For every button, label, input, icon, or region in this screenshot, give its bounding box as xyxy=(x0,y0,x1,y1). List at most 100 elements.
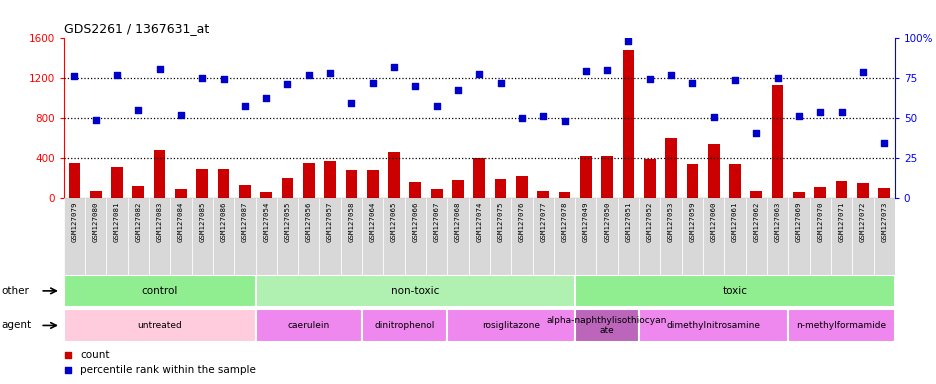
Point xyxy=(344,100,358,106)
Text: count: count xyxy=(80,350,110,360)
Text: alpha-naphthylisothiocyan
ate: alpha-naphthylisothiocyan ate xyxy=(547,316,666,335)
Point xyxy=(365,80,380,86)
Text: GSM127071: GSM127071 xyxy=(838,202,843,242)
Bar xyxy=(361,309,446,342)
Bar xyxy=(388,152,400,198)
Bar xyxy=(90,191,101,198)
Text: GSM127058: GSM127058 xyxy=(348,202,354,242)
Text: percentile rank within the sample: percentile rank within the sample xyxy=(80,366,256,376)
Bar xyxy=(154,150,166,198)
Bar xyxy=(601,156,612,198)
Text: n-methylformamide: n-methylformamide xyxy=(796,321,885,330)
Bar xyxy=(197,169,208,198)
Point xyxy=(131,107,146,113)
Bar xyxy=(404,198,426,275)
Text: GSM127076: GSM127076 xyxy=(519,202,524,242)
Text: GSM127073: GSM127073 xyxy=(880,202,886,242)
Bar xyxy=(85,198,106,275)
Text: GSM127051: GSM127051 xyxy=(625,202,631,242)
Text: GSM127077: GSM127077 xyxy=(540,202,546,242)
Bar xyxy=(745,198,767,275)
Text: GSM127081: GSM127081 xyxy=(114,202,120,242)
Bar xyxy=(681,198,702,275)
Point xyxy=(492,80,507,86)
Point xyxy=(258,95,273,101)
Bar xyxy=(724,198,745,275)
Text: GSM127072: GSM127072 xyxy=(859,202,865,242)
Text: GSM127062: GSM127062 xyxy=(753,202,758,242)
Point xyxy=(429,103,444,109)
Bar xyxy=(239,185,251,198)
Text: GSM127084: GSM127084 xyxy=(178,202,183,242)
Bar xyxy=(431,189,442,198)
Bar xyxy=(473,158,485,198)
Bar xyxy=(191,198,212,275)
Text: GSM127060: GSM127060 xyxy=(709,202,716,242)
Text: dinitrophenol: dinitrophenol xyxy=(374,321,434,330)
Text: GSM127056: GSM127056 xyxy=(305,202,312,242)
Bar xyxy=(490,198,511,275)
Text: GSM127078: GSM127078 xyxy=(561,202,567,242)
Text: GSM127066: GSM127066 xyxy=(412,202,417,242)
Bar xyxy=(345,170,357,198)
Bar xyxy=(64,309,256,342)
Bar xyxy=(361,198,383,275)
Point xyxy=(514,115,529,121)
Bar xyxy=(872,198,894,275)
Bar xyxy=(702,198,724,275)
Bar xyxy=(256,198,276,275)
Bar xyxy=(256,275,575,307)
Bar xyxy=(234,198,256,275)
Bar xyxy=(792,192,804,198)
Point xyxy=(301,72,316,78)
Bar xyxy=(409,182,421,198)
Text: agent: agent xyxy=(2,320,32,331)
Bar xyxy=(660,198,681,275)
Point xyxy=(301,272,316,278)
Bar xyxy=(638,198,660,275)
Bar xyxy=(553,198,575,275)
Point xyxy=(621,38,636,45)
Text: GSM127083: GSM127083 xyxy=(156,202,163,242)
Bar xyxy=(341,198,361,275)
Bar xyxy=(536,191,548,198)
Bar xyxy=(64,275,256,307)
Bar xyxy=(68,163,80,198)
Bar xyxy=(558,192,570,198)
Bar xyxy=(771,85,782,198)
Point xyxy=(641,76,656,82)
Point xyxy=(471,71,486,77)
Text: caerulein: caerulein xyxy=(287,321,329,330)
Text: GSM127059: GSM127059 xyxy=(689,202,695,242)
Point xyxy=(280,81,295,87)
Text: GSM127054: GSM127054 xyxy=(263,202,269,242)
Bar xyxy=(256,309,361,342)
Text: GSM127069: GSM127069 xyxy=(795,202,801,242)
Point xyxy=(855,69,870,75)
Bar xyxy=(367,170,378,198)
Bar xyxy=(787,198,809,275)
Text: other: other xyxy=(2,286,30,296)
Text: GSM127061: GSM127061 xyxy=(731,202,738,242)
Text: GDS2261 / 1367631_at: GDS2261 / 1367631_at xyxy=(64,22,209,35)
Bar xyxy=(622,50,634,198)
Text: dimethylnitrosamine: dimethylnitrosamine xyxy=(666,321,760,330)
Point xyxy=(152,66,167,72)
Point xyxy=(88,117,103,123)
Bar xyxy=(494,179,505,198)
Text: GSM127070: GSM127070 xyxy=(816,202,823,242)
Bar xyxy=(170,198,191,275)
Bar xyxy=(809,198,830,275)
Point xyxy=(684,80,699,86)
Text: GSM127080: GSM127080 xyxy=(93,202,98,242)
Bar xyxy=(426,198,446,275)
Text: rosiglitazone: rosiglitazone xyxy=(482,321,540,330)
Text: GSM127079: GSM127079 xyxy=(71,202,78,242)
Bar xyxy=(446,198,468,275)
Bar xyxy=(575,198,596,275)
Point xyxy=(663,72,678,78)
Text: GSM127085: GSM127085 xyxy=(199,202,205,242)
Text: GSM127074: GSM127074 xyxy=(475,202,482,242)
Point xyxy=(876,140,891,146)
Bar xyxy=(212,198,234,275)
